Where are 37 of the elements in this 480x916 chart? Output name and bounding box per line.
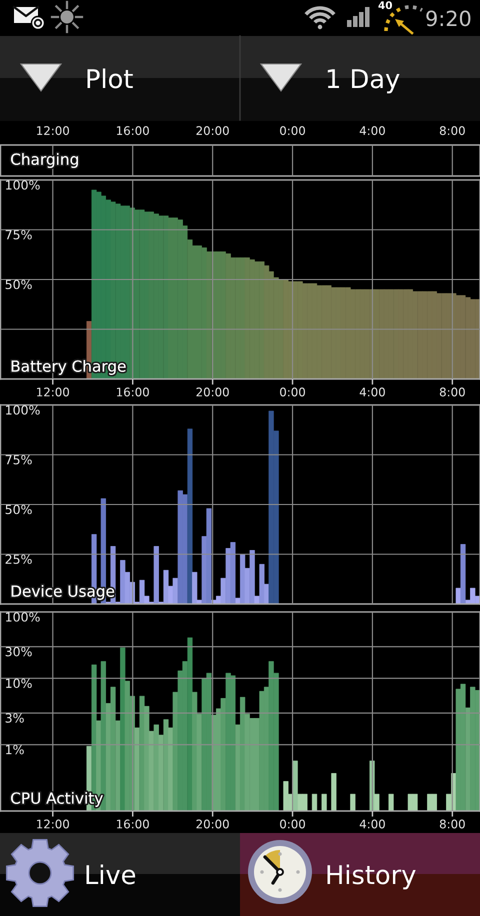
y-tick-label: 1% — [6, 744, 24, 754]
text: Charging — [11, 153, 78, 168]
y-tick-label: 25% — [6, 554, 32, 564]
y-tick-label: 75% — [6, 454, 32, 464]
x-tick-label: 16:00 — [116, 820, 149, 828]
text: 16:00 — [116, 126, 149, 136]
text: Live — [86, 864, 136, 884]
text: 0:00 — [280, 126, 305, 136]
text: 12:00 — [37, 126, 70, 136]
y-tick-label: 30% — [6, 646, 32, 656]
y-tick-label: 10% — [6, 678, 32, 688]
x-tick-label: 20:00 — [196, 388, 229, 396]
x-tick-label: 12:00 — [37, 388, 70, 396]
text: 4:00 — [360, 126, 385, 136]
text: 20:00 — [196, 126, 229, 136]
text: Plot — [88, 68, 133, 88]
x-tick-label: 4:00 — [360, 388, 385, 396]
y-tick-label: 50% — [6, 280, 32, 290]
x-tick-label: 4:00 — [360, 820, 385, 828]
text: 1 Day — [328, 69, 400, 94]
x-tick-label: 16:00 — [116, 388, 149, 396]
x-tick-label: 0:00 — [280, 388, 305, 396]
text: History — [328, 864, 416, 890]
y-tick-label: 100% — [6, 612, 40, 622]
text: 40 — [378, 1, 392, 10]
x-tick-label: 8:00 — [440, 820, 465, 828]
y-tick-label: 75% — [6, 230, 32, 240]
x-tick-label: 8:00 — [440, 388, 465, 396]
y-tick-label: 50% — [6, 504, 32, 514]
text: 8:00 — [440, 126, 465, 136]
y-tick-label: 100% — [6, 180, 40, 190]
x-tick-label: 20:00 — [196, 820, 229, 828]
x-tick-label: 0:00 — [280, 820, 305, 828]
y-tick-label: 100% — [6, 405, 40, 415]
x-tick-label: 12:00 — [37, 820, 70, 828]
text: 9:20 — [426, 10, 470, 26]
y-tick-label: 3% — [6, 713, 24, 723]
